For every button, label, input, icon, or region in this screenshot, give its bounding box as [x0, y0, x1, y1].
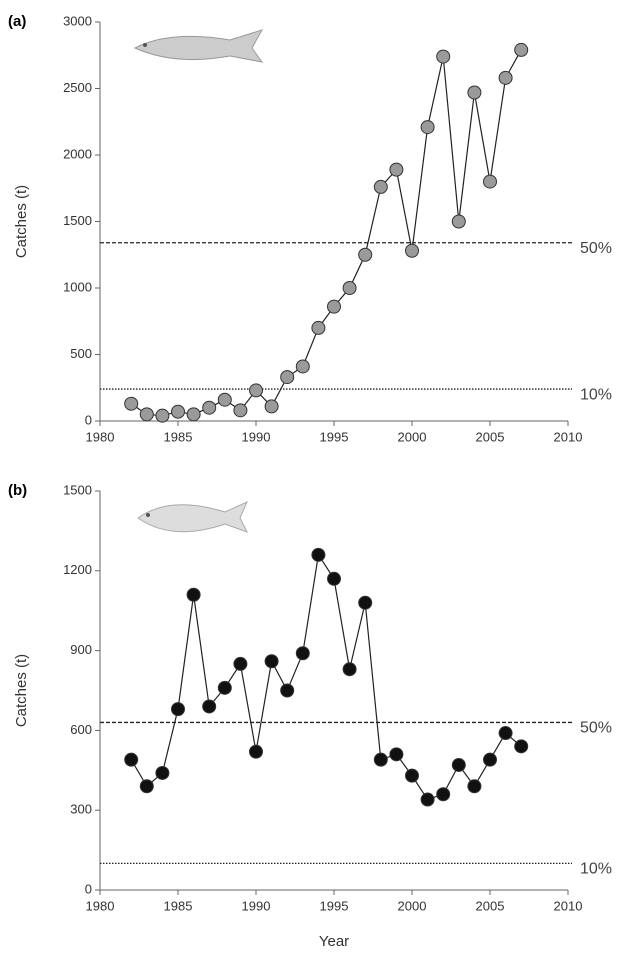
data-point: [281, 371, 294, 384]
data-point: [265, 655, 278, 668]
x-tick-label: 2000: [398, 429, 427, 444]
data-point: [484, 753, 497, 766]
data-point: [343, 663, 356, 676]
data-point: [406, 769, 419, 782]
x-tick-label: 2005: [476, 429, 505, 444]
data-point: [499, 727, 512, 740]
data-point: [484, 175, 497, 188]
data-point: [452, 758, 465, 771]
reference-label: 10%: [580, 386, 612, 403]
data-point: [218, 393, 231, 406]
data-point: [281, 684, 294, 697]
data-point: [234, 657, 247, 670]
data-point: [187, 588, 200, 601]
reference-label: 50%: [580, 720, 612, 737]
data-point: [374, 180, 387, 193]
fish-icon-a: [135, 30, 262, 62]
data-point: [296, 647, 309, 660]
data-point: [125, 397, 138, 410]
x-tick-label: 1980: [86, 429, 115, 444]
y-tick-label: 2000: [63, 146, 92, 161]
fish-icon-b: [138, 502, 247, 532]
data-point: [374, 753, 387, 766]
data-point: [343, 282, 356, 295]
data-point: [468, 86, 481, 99]
data-point: [250, 745, 263, 758]
data-point: [234, 404, 247, 417]
data-point: [437, 788, 450, 801]
data-point: [390, 748, 403, 761]
data-point: [125, 753, 138, 766]
data-point: [203, 700, 216, 713]
data-point: [265, 400, 278, 413]
y-tick-label: 500: [70, 346, 92, 361]
data-point: [312, 321, 325, 334]
y-axis-label: Catches (t): [13, 185, 30, 258]
y-tick-label: 2500: [63, 80, 92, 95]
data-point: [140, 780, 153, 793]
data-point: [312, 548, 325, 561]
x-tick-label: 2005: [476, 898, 505, 913]
y-tick-label: 1500: [63, 213, 92, 228]
panel-label: (a): [8, 13, 26, 30]
y-tick-label: 1200: [63, 562, 92, 577]
data-point: [515, 740, 528, 753]
data-point: [172, 405, 185, 418]
series-line: [131, 50, 521, 416]
data-point: [296, 360, 309, 373]
data-point: [156, 409, 169, 422]
y-tick-label: 0: [85, 881, 92, 896]
data-point: [468, 780, 481, 793]
y-axis-label: Catches (t): [13, 654, 30, 727]
figure: (a)0500100015002000250030001980198519901…: [0, 0, 620, 948]
data-point: [359, 596, 372, 609]
x-tick-label: 2010: [554, 429, 583, 444]
data-point: [515, 43, 528, 56]
x-tick-label: 1985: [164, 429, 193, 444]
x-tick-label: 1985: [164, 898, 193, 913]
y-tick-label: 900: [70, 642, 92, 657]
data-point: [140, 408, 153, 421]
data-point: [203, 401, 216, 414]
data-point: [328, 572, 341, 585]
data-point: [328, 300, 341, 313]
x-tick-label: 1995: [320, 429, 349, 444]
x-axis-label: Year: [319, 933, 349, 948]
data-point: [406, 244, 419, 257]
reference-label: 50%: [580, 240, 612, 257]
data-point: [421, 793, 434, 806]
data-point: [156, 766, 169, 779]
data-point: [359, 248, 372, 261]
y-tick-label: 3000: [63, 13, 92, 28]
data-point: [187, 408, 200, 421]
x-tick-label: 2010: [554, 898, 583, 913]
y-tick-label: 0: [85, 412, 92, 427]
data-point: [172, 703, 185, 716]
data-point: [250, 384, 263, 397]
data-point: [390, 163, 403, 176]
x-tick-label: 2000: [398, 898, 427, 913]
y-tick-label: 1000: [63, 279, 92, 294]
x-tick-label: 1980: [86, 898, 115, 913]
x-tick-label: 1990: [242, 898, 271, 913]
data-point: [218, 681, 231, 694]
panel-label: (b): [8, 482, 27, 499]
reference-label: 10%: [580, 861, 612, 878]
x-tick-label: 1990: [242, 429, 271, 444]
y-tick-label: 1500: [63, 482, 92, 497]
data-point: [437, 50, 450, 63]
y-tick-label: 300: [70, 802, 92, 817]
data-point: [499, 71, 512, 84]
data-point: [421, 121, 434, 134]
data-point: [452, 215, 465, 228]
x-tick-label: 1995: [320, 898, 349, 913]
y-tick-label: 600: [70, 722, 92, 737]
